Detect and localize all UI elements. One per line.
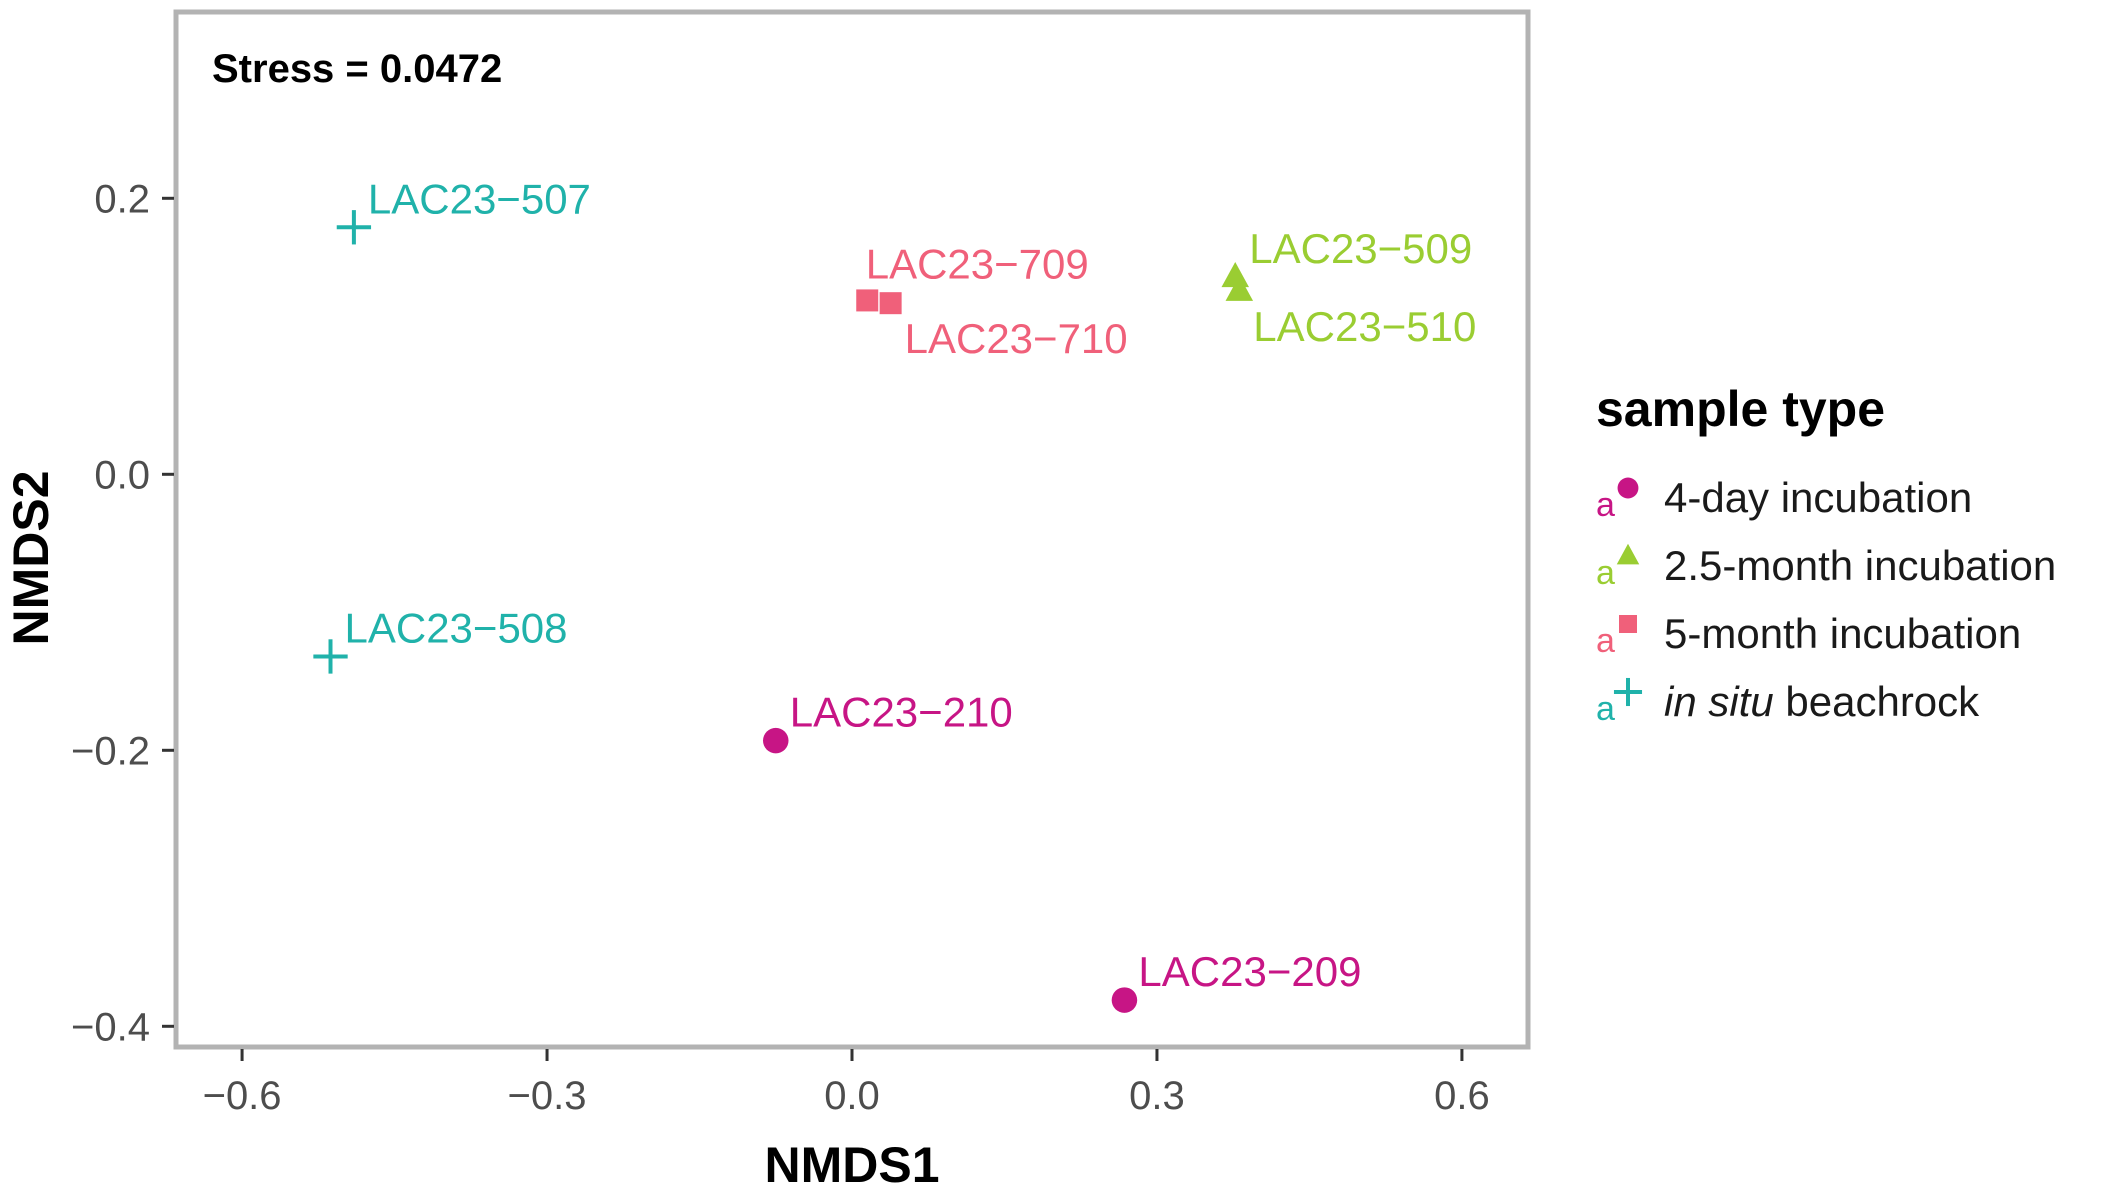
legend-key-circle	[1617, 477, 1639, 499]
y-axis-ticks: −0.4 −0.2 0.0 0.2	[71, 177, 174, 1049]
legend-key-letter: a	[1596, 486, 1615, 524]
plot-panel-border	[173, 9, 1531, 1050]
legend-label: 5-month incubation	[1664, 610, 2021, 657]
x-axis-ticks: −0.6 −0.3 0.0 0.3 0.6	[203, 1049, 1490, 1118]
legend-key-letter: a	[1596, 622, 1615, 660]
data-point-labels: LAC23−210 LAC23−209 LAC23−509 LAC23−510 LAC2…	[345, 175, 1477, 995]
x-axis-title: NMDS1	[764, 1137, 939, 1190]
legend-label: in situ beachrock	[1664, 678, 1980, 725]
y-tick-label: −0.4	[71, 1005, 150, 1049]
legend-key-square	[1619, 615, 1637, 633]
legend-entry: a 2.5-month incubation	[1596, 542, 2056, 592]
legend-key-triangle	[1616, 543, 1640, 565]
legend-entry: a 5-month incubation	[1596, 610, 2021, 660]
data-points	[313, 210, 1254, 1013]
legend-label-italic: in situ	[1664, 678, 1774, 725]
legend-entry: a in situ beachrock	[1596, 677, 1980, 728]
legend-key-letter: a	[1596, 690, 1615, 728]
data-point-label: LAC23−507	[368, 175, 591, 222]
y-tick-label: 0.0	[94, 453, 150, 497]
legend-label: 2.5-month incubation	[1664, 542, 2056, 589]
x-tick-label: −0.6	[203, 1074, 282, 1118]
x-tick-label: 0.3	[1129, 1074, 1185, 1118]
legend-title: sample type	[1596, 381, 1885, 437]
data-point-label: LAC23−509	[1249, 225, 1472, 272]
x-tick-label: 0.6	[1434, 1074, 1490, 1118]
y-tick-label: 0.2	[94, 177, 150, 221]
data-point-label: LAC23−209	[1138, 948, 1361, 995]
data-point-label: LAC23−508	[345, 604, 568, 651]
data-point-label: LAC23−710	[905, 315, 1128, 362]
data-point-square	[879, 292, 902, 315]
legend-entry: a 4-day incubation	[1596, 474, 1972, 524]
data-point-cross	[336, 210, 372, 245]
data-point-label: LAC23−210	[790, 689, 1013, 736]
data-point-label: LAC23−510	[1253, 303, 1476, 350]
legend: sample type a 4-day incubation a 2.5-month …	[1596, 381, 2056, 728]
data-point-triangle	[1225, 275, 1254, 301]
data-point-circle	[762, 727, 789, 754]
legend-key-cross	[1613, 677, 1643, 707]
stress-annotation: Stress = 0.0472	[212, 47, 502, 91]
legend-entries: a 4-day incubation a 2.5-month incubation a 5…	[1596, 474, 2056, 728]
legend-label-rest: beachrock	[1774, 678, 1980, 725]
data-point-square	[856, 289, 879, 312]
x-tick-label: −0.3	[508, 1074, 587, 1118]
data-point-circle	[1111, 987, 1138, 1013]
legend-label: 4-day incubation	[1664, 474, 1972, 521]
x-tick-label: 0.0	[824, 1074, 880, 1118]
data-point-label: LAC23−709	[866, 240, 1089, 287]
y-axis-title: NMDS2	[3, 470, 59, 645]
data-point-cross	[313, 639, 348, 674]
y-tick-label: −0.2	[71, 729, 150, 773]
legend-key-letter: a	[1596, 554, 1615, 592]
data-point-triangle	[1221, 261, 1249, 288]
